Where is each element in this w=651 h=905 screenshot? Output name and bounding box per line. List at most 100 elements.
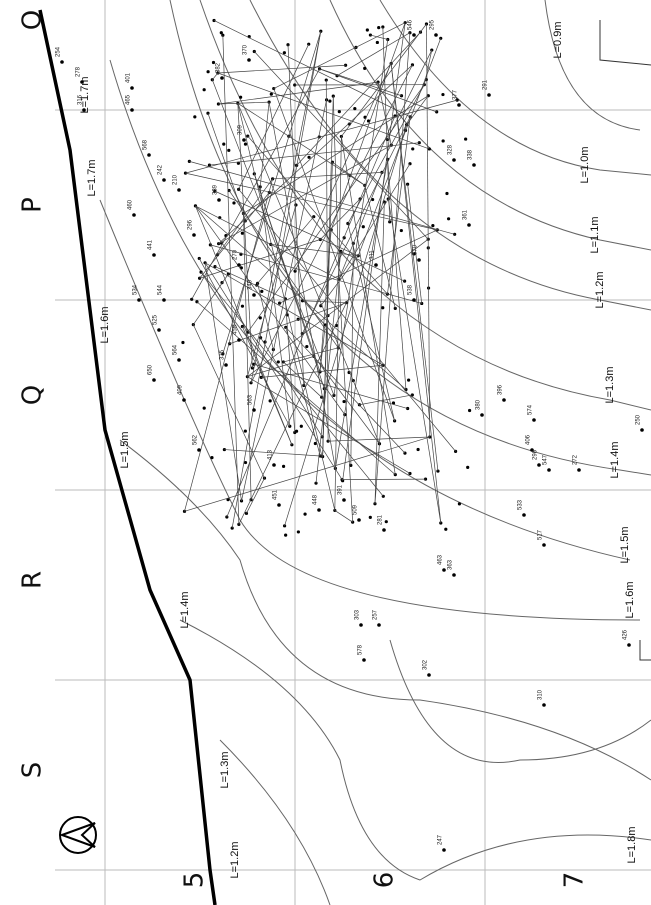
refit-line	[328, 437, 430, 441]
find-point	[542, 703, 546, 707]
grid-row-label: Q	[18, 385, 48, 405]
find-dot	[270, 93, 273, 96]
find-label: 463	[438, 554, 444, 565]
find-dot	[227, 149, 230, 152]
find-dot	[376, 41, 379, 44]
find-point	[237, 338, 241, 342]
find-point	[577, 468, 581, 472]
contour-label: L=1.3m	[604, 367, 616, 404]
find-point	[152, 253, 156, 257]
find-point	[362, 658, 366, 662]
contour-label: L=1.0m	[579, 147, 591, 184]
find-dot	[338, 110, 341, 113]
find-dot	[369, 516, 372, 519]
find-label: 547	[543, 454, 549, 465]
find-point	[220, 76, 224, 80]
find-point	[217, 198, 221, 202]
find-point	[480, 413, 484, 417]
find-label: 295	[430, 19, 436, 30]
find-label: 257	[373, 609, 379, 620]
find-point	[434, 33, 438, 37]
find-point	[162, 298, 166, 302]
find-dot	[458, 502, 461, 505]
find-label: 401	[126, 72, 132, 83]
find-dot	[198, 257, 201, 260]
find-label: 563	[248, 394, 254, 405]
find-point	[130, 108, 134, 112]
find-dot	[307, 156, 310, 159]
refit-line	[283, 362, 321, 397]
contour-label: L=1.5m	[119, 432, 131, 469]
find-label: 328	[448, 144, 454, 155]
find-dot	[441, 93, 444, 96]
find-point	[80, 80, 84, 84]
find-dot	[385, 520, 388, 523]
find-dot	[181, 341, 184, 344]
find-point	[442, 568, 446, 572]
find-point	[532, 418, 536, 422]
find-label: 338	[468, 149, 474, 160]
grid-row-label: R	[18, 571, 48, 589]
find-dot	[447, 217, 450, 220]
connections	[181, 19, 471, 537]
find-point	[247, 58, 251, 62]
find-label: 578	[358, 644, 364, 655]
find-dot	[305, 345, 308, 348]
find-label: 303	[355, 609, 361, 620]
find-label: 426	[623, 629, 629, 640]
refit-line	[341, 136, 395, 474]
find-label: 546	[408, 19, 414, 30]
find-dot	[328, 100, 331, 103]
find-label: 296	[533, 449, 539, 460]
contour-label: L=1.2m	[594, 272, 606, 309]
find-point	[537, 463, 541, 467]
find-label: 291	[483, 79, 489, 90]
contour	[220, 740, 330, 905]
find-dot	[225, 515, 228, 518]
find-dot	[431, 224, 434, 227]
contour	[380, 0, 651, 175]
find-label: 335	[220, 349, 226, 360]
find-label: 363	[448, 559, 454, 570]
find-label: 465	[126, 94, 132, 105]
contour-label: L=1.6m	[99, 307, 111, 344]
find-label: 242	[158, 164, 164, 175]
refit-line	[212, 73, 218, 80]
north-arrow	[60, 817, 96, 853]
find-label: 570	[413, 244, 419, 255]
find-point	[60, 60, 64, 64]
find-point	[427, 673, 431, 677]
find-point	[457, 103, 461, 107]
page: {"grid_rows": ["O", "P", "Q", "R", "S"],…	[0, 0, 651, 905]
grid-row-label: O	[18, 10, 48, 30]
find-dot	[464, 137, 467, 140]
find-label: 309	[238, 124, 244, 135]
find-label: 406	[526, 434, 532, 445]
find-label: 281	[378, 514, 384, 525]
contour-label: L=0.9m	[552, 22, 564, 59]
find-label: 564	[173, 344, 179, 355]
contours	[40, 0, 651, 905]
find-label: 272	[573, 454, 579, 465]
find-point	[237, 263, 241, 267]
find-label: 525	[153, 314, 159, 325]
find-point	[242, 138, 246, 142]
find-label: 278	[76, 66, 82, 77]
find-label: 210	[173, 174, 179, 185]
refit-line	[193, 325, 264, 479]
find-point	[137, 298, 141, 302]
find-point	[522, 513, 526, 517]
find-dot	[210, 456, 213, 459]
find-label: 409	[178, 384, 184, 395]
find-point	[197, 448, 201, 452]
grid-row-label: P	[18, 197, 48, 213]
contour	[180, 620, 651, 880]
find-point	[130, 86, 134, 90]
find-label: 509	[353, 504, 359, 515]
find-label: 650	[148, 364, 154, 375]
find-dot	[377, 26, 380, 29]
find-dot	[245, 512, 248, 515]
refit-line	[218, 82, 378, 104]
refit-line	[375, 202, 384, 504]
find-label: 544	[158, 284, 164, 295]
